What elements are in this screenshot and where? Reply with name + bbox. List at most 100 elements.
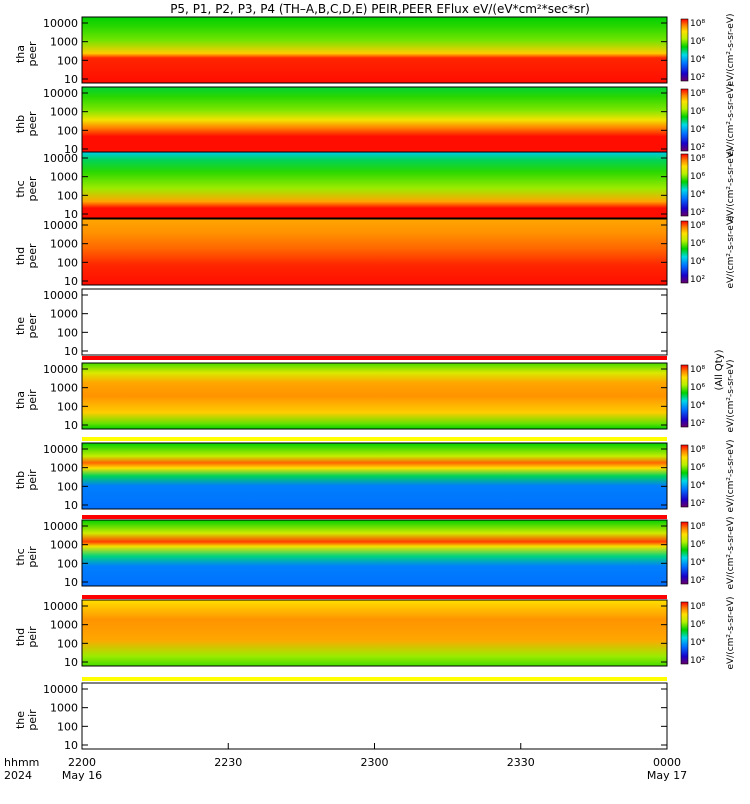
colorbar-label-thb-peer: eV/(cm²-s-sr-eV) bbox=[726, 83, 736, 156]
colorbar-tha-peir bbox=[680, 364, 689, 428]
y-tick-label-the-peer-3: 10000 bbox=[43, 289, 78, 302]
y-tick-label-thc-peer-1: 100 bbox=[57, 189, 78, 202]
x-tick-label-4: 0000 bbox=[653, 756, 681, 769]
colorbar-label-thc-peir: eV/(cm²-s-sr-eV) bbox=[726, 516, 736, 589]
panel-thc-peer: 10 100 1000 10000 thc peer 10² 10⁴ 10⁶ 10⁸ eV/(cm²… bbox=[14, 148, 736, 221]
separator-strip-3 bbox=[82, 595, 667, 599]
separator-strip-0 bbox=[82, 356, 667, 360]
colorbar-tick-thb-peer-2: 10⁶ bbox=[690, 107, 705, 117]
y-tick-label-thc-peir-0: 10 bbox=[64, 576, 78, 589]
y-tick-label-tha-peir-0: 10 bbox=[64, 419, 78, 432]
panel-probe-label-thd-peir: thd bbox=[14, 628, 27, 646]
colorbar-tick-thc-peer-1: 10⁴ bbox=[690, 190, 705, 200]
colorbar-tick-tha-peer-3: 10⁸ bbox=[690, 19, 705, 29]
colorbar-tick-tha-peer-2: 10⁶ bbox=[690, 37, 705, 47]
colorbar-thc-peer bbox=[680, 153, 689, 217]
y-tick-label-the-peer-0: 10 bbox=[64, 345, 78, 358]
colorbar-units-label: (All Qty) bbox=[714, 349, 725, 390]
heatmap-thb-peer bbox=[82, 87, 667, 153]
colorbar-tick-thc-peer-2: 10⁶ bbox=[690, 172, 705, 182]
separator-strip-1 bbox=[82, 437, 667, 441]
heatmap-thb-peir bbox=[82, 443, 667, 509]
x-tick-label-3: 2330 bbox=[507, 756, 535, 769]
heatmap-thc-peir bbox=[82, 520, 667, 586]
panel-probe-label-thc-peir: thc bbox=[14, 548, 27, 565]
y-tick-label-thb-peir-0: 10 bbox=[64, 499, 78, 512]
panel-probe-label-thb-peir: thb bbox=[14, 471, 27, 489]
colorbar-tick-thb-peir-0: 10² bbox=[690, 499, 705, 509]
panel-thd-peir: 10 100 1000 10000 thd peir 10² 10⁴ 10⁶ 10⁸ eV/(cm²… bbox=[14, 596, 736, 669]
y-tick-label-the-peer-1: 100 bbox=[57, 326, 78, 339]
colorbar-tick-tha-peer-1: 10⁴ bbox=[690, 55, 705, 65]
colorbar-tick-tha-peir-0: 10² bbox=[690, 419, 705, 429]
y-tick-label-thb-peir-2: 1000 bbox=[50, 462, 78, 475]
panel-species-label-thc-peir: peir bbox=[26, 546, 39, 568]
y-tick-label-thb-peir-1: 100 bbox=[57, 480, 78, 493]
colorbar-tha-peer bbox=[680, 18, 689, 82]
colorbar-tick-thb-peir-3: 10⁸ bbox=[690, 445, 705, 455]
x-tick-label-2: 2300 bbox=[361, 756, 389, 769]
colorbar-tick-thc-peir-1: 10⁴ bbox=[690, 558, 705, 568]
colorbar-tick-thc-peir-2: 10⁶ bbox=[690, 540, 705, 550]
y-tick-label-thc-peer-3: 10000 bbox=[43, 152, 78, 165]
y-tick-label-thd-peer-1: 100 bbox=[57, 256, 78, 269]
colorbar-tick-thd-peer-0: 10² bbox=[690, 275, 705, 285]
y-tick-label-thd-peir-2: 1000 bbox=[50, 619, 78, 632]
y-tick-label-tha-peer-3: 10000 bbox=[43, 17, 78, 30]
panel-species-label-thc-peer: peer bbox=[26, 176, 39, 202]
colorbar-tick-thb-peer-1: 10⁴ bbox=[690, 125, 705, 135]
heatmap-tha-peir bbox=[82, 363, 667, 429]
panel-frame-tha-peir bbox=[81, 362, 668, 430]
colorbar-tick-thd-peir-1: 10⁴ bbox=[690, 638, 705, 648]
panel-species-label-tha-peir: peir bbox=[26, 389, 39, 411]
y-tick-label-the-peir-0: 10 bbox=[64, 739, 78, 752]
heatmap-tha-peer bbox=[82, 17, 667, 83]
y-tick-label-tha-peir-2: 1000 bbox=[50, 382, 78, 395]
colorbar-tick-thc-peir-0: 10² bbox=[690, 576, 705, 586]
panel-thb-peir: 10 100 1000 10000 thb peir 10² 10⁴ 10⁶ 10⁸ eV/(cm²… bbox=[14, 439, 736, 512]
panel-species-label-thd-peir: peir bbox=[26, 626, 39, 648]
colorbar-tick-thd-peir-0: 10² bbox=[690, 656, 705, 666]
colorbar-tick-thb-peer-3: 10⁸ bbox=[690, 89, 705, 99]
colorbar-tick-thb-peir-2: 10⁶ bbox=[690, 463, 705, 473]
panel-frame-thc-peer bbox=[81, 151, 668, 219]
panel-species-label-the-peer: peer bbox=[26, 313, 39, 339]
panel-probe-label-thc-peer: thc bbox=[14, 180, 27, 197]
x-subtick-label-4: May 17 bbox=[647, 769, 687, 782]
separator-strip-4 bbox=[82, 677, 667, 681]
colorbar-label-tha-peer: eV/(cm²-s-sr-eV) bbox=[726, 13, 736, 86]
colorbar-tick-thc-peer-0: 10² bbox=[690, 208, 705, 218]
panel-probe-label-thb-peer: thb bbox=[14, 115, 27, 133]
figure-title: P5, P1, P2, P3, P4 (TH–A,B,C,D,E) PEIR,P… bbox=[170, 2, 590, 16]
colorbar-tick-thc-peir-3: 10⁸ bbox=[690, 522, 705, 532]
y-tick-label-thd-peer-0: 10 bbox=[64, 275, 78, 288]
panel-species-label-thb-peer: peer bbox=[26, 111, 39, 137]
colorbar-tick-thb-peir-1: 10⁴ bbox=[690, 481, 705, 491]
y-tick-label-thb-peer-0: 10 bbox=[64, 143, 78, 156]
x-axis-label-year: 2024 bbox=[4, 769, 32, 782]
y-tick-label-the-peir-2: 1000 bbox=[50, 702, 78, 715]
y-tick-label-thd-peir-3: 10000 bbox=[43, 600, 78, 613]
panel-the-peir: 10 100 1000 10000 the peir bbox=[14, 682, 668, 752]
panel-species-label-tha-peer: peer bbox=[26, 41, 39, 67]
y-tick-label-tha-peer-2: 1000 bbox=[50, 36, 78, 49]
heatmap-empty-the-peir bbox=[82, 683, 667, 749]
panel-frame-thd-peir bbox=[81, 599, 668, 667]
panel-the-peer: 10 100 1000 10000 the peer bbox=[14, 288, 668, 358]
colorbar-label-tha-peir: eV/(cm²-s-sr-eV) bbox=[726, 359, 736, 432]
y-tick-label-thb-peer-2: 1000 bbox=[50, 106, 78, 119]
y-tick-label-thd-peir-1: 100 bbox=[57, 637, 78, 650]
colorbar-tick-thd-peir-3: 10⁸ bbox=[690, 602, 705, 612]
panel-frame-thc-peir bbox=[81, 519, 668, 587]
colorbar-tick-thd-peer-2: 10⁶ bbox=[690, 239, 705, 249]
panel-probe-label-the-peir: the bbox=[14, 711, 27, 729]
panel-thc-peir: 10 100 1000 10000 thc peir 10² 10⁴ 10⁶ 10⁸ eV/(cm²… bbox=[14, 516, 736, 589]
colorbar-thd-peer bbox=[680, 220, 689, 284]
heatmap-thd-peir bbox=[82, 600, 667, 666]
colorbar-tick-tha-peir-1: 10⁴ bbox=[690, 401, 705, 411]
panel-species-label-thd-peer: peer bbox=[26, 243, 39, 269]
y-tick-label-the-peir-1: 100 bbox=[57, 720, 78, 733]
